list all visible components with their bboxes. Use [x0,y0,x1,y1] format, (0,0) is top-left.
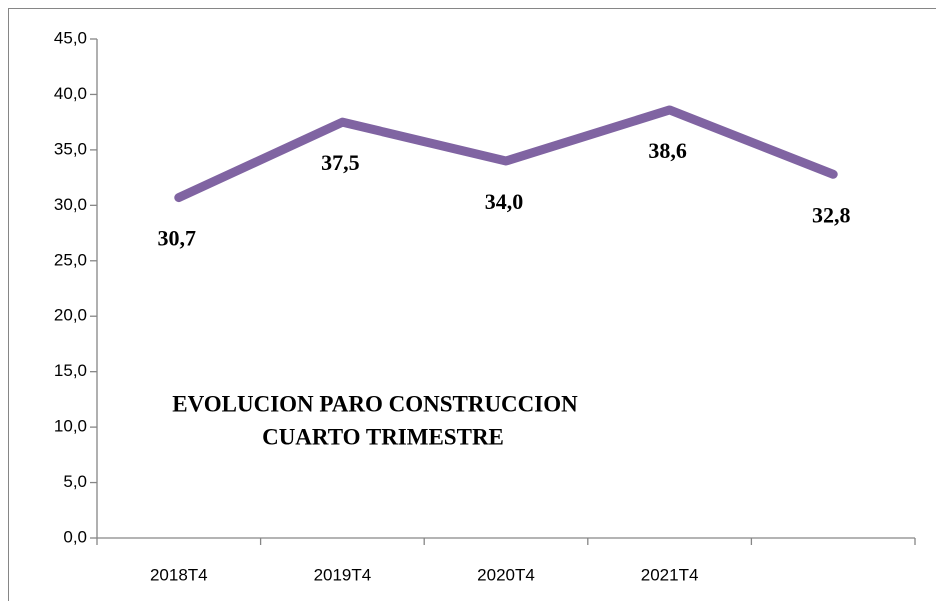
y-tick-label: 20,0 [54,306,87,325]
y-tick-label: 0,0 [63,527,87,546]
data-label: 38,6 [648,138,687,163]
data-line [174,105,838,203]
y-tick-label: 15,0 [54,361,87,380]
chart-title: CUARTO TRIMESTRE [262,424,504,449]
x-tick-label: 2020T4 [477,565,535,584]
y-tick-label: 40,0 [54,84,87,103]
x-tick-label: 2018T4 [150,565,208,584]
x-tick-label: 2019T4 [314,565,372,584]
chart-frame [8,8,936,601]
y-tick-label: 5,0 [63,472,87,491]
y-tick-label: 35,0 [54,139,87,158]
y-tick-label: 45,0 [54,28,87,47]
data-label: 32,8 [812,202,851,227]
x-tick-label: 2021T4 [641,565,699,584]
data-label: 37,5 [321,150,360,175]
data-label: 34,0 [485,189,524,214]
y-tick-label: 10,0 [54,417,87,436]
y-tick-label: 30,0 [54,195,87,214]
y-tick-label: 25,0 [54,250,87,269]
chart-title: EVOLUCION PARO CONSTRUCCION [172,391,578,416]
data-label: 30,7 [158,226,197,251]
